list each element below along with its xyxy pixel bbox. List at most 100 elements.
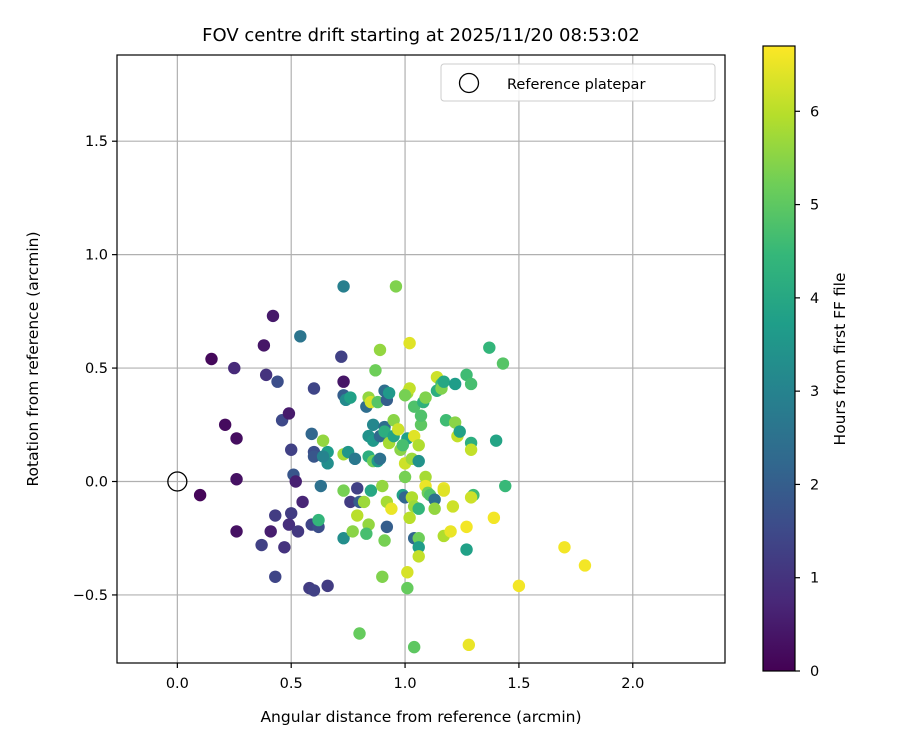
y-tick-label: 0.0 — [85, 475, 108, 491]
data-point — [448, 377, 462, 391]
colorbar-gradient — [763, 46, 795, 671]
data-point — [412, 541, 425, 554]
data-point — [373, 343, 387, 357]
data-point — [364, 484, 378, 497]
data-point — [337, 280, 350, 293]
x-tick-label: 0.5 — [280, 676, 303, 692]
data-point — [193, 488, 207, 502]
data-point — [205, 352, 218, 366]
y-tick-label: −0.5 — [73, 588, 108, 604]
y-axis-label: Rotation from reference (arcmin) — [24, 231, 42, 486]
data-point — [369, 364, 382, 377]
data-point — [337, 484, 350, 497]
data-point — [351, 509, 364, 522]
x-tick-label: 1.5 — [507, 676, 530, 692]
data-point — [337, 532, 350, 545]
data-point — [307, 382, 321, 395]
colorbar-tick-label: 2 — [810, 477, 819, 493]
data-point — [257, 339, 271, 352]
data-point — [460, 543, 473, 556]
data-point — [218, 418, 232, 431]
data-point — [380, 520, 394, 534]
colorbar-frame — [762, 45, 796, 672]
data-point — [496, 357, 510, 370]
x-axis-label: Angular distance from reference (arcmin) — [260, 708, 581, 726]
data-point — [489, 434, 503, 447]
data-point — [289, 475, 302, 488]
data-point — [296, 495, 309, 509]
data-point — [230, 525, 243, 538]
legend: Reference platepar — [440, 63, 716, 102]
data-point — [419, 470, 432, 484]
data-point — [499, 479, 512, 493]
data-point — [389, 280, 403, 293]
data-point — [269, 509, 282, 522]
grid — [117, 55, 725, 663]
data-point — [487, 511, 501, 525]
data-point — [428, 502, 441, 515]
data-point — [337, 375, 350, 388]
x-tick-label: 0.0 — [166, 676, 189, 692]
data-point — [346, 525, 359, 538]
data-point — [314, 479, 328, 493]
data-point — [398, 470, 412, 484]
data-point — [228, 361, 241, 375]
data-point — [385, 502, 398, 515]
data-point — [444, 525, 457, 538]
data-point — [378, 534, 391, 547]
data-point — [264, 525, 277, 538]
data-point — [348, 452, 362, 466]
data-point — [351, 482, 364, 495]
y-tick-label: 1.0 — [85, 248, 108, 264]
data-point — [344, 495, 357, 509]
data-point — [398, 389, 412, 402]
data-point — [464, 377, 478, 391]
data-point — [460, 520, 473, 534]
data-point — [401, 566, 414, 579]
data-point — [230, 473, 243, 486]
colorbar: 0 1 2 3 4 5 6 — [762, 45, 819, 680]
legend-box — [440, 63, 716, 102]
data-point — [414, 418, 428, 431]
data-point — [230, 432, 243, 445]
colorbar-tick-label: 4 — [810, 291, 819, 307]
data-point — [305, 427, 318, 441]
colorbar-tick-label: 3 — [810, 384, 819, 400]
colorbar-tick-label: 5 — [810, 198, 819, 214]
data-point — [558, 541, 571, 554]
colorbar-tick-label: 1 — [810, 571, 819, 587]
data-point — [512, 579, 526, 593]
data-point — [376, 479, 389, 493]
data-point — [282, 518, 296, 531]
y-tick-label: 0.5 — [85, 361, 108, 377]
data-point — [344, 391, 357, 404]
data-point — [357, 495, 371, 509]
data-point — [376, 570, 389, 583]
data-point — [462, 638, 476, 652]
data-point — [407, 640, 421, 654]
data-points — [167, 280, 592, 654]
x-tick-label: 1.0 — [394, 676, 417, 692]
data-point — [446, 500, 460, 513]
data-point — [285, 507, 298, 520]
data-point — [578, 559, 592, 572]
data-point — [307, 450, 321, 463]
data-point — [437, 375, 450, 388]
data-point — [392, 423, 405, 436]
data-point — [307, 584, 321, 597]
data-point — [291, 525, 305, 538]
data-point — [269, 570, 282, 583]
data-point — [412, 532, 425, 545]
colorbar-label: Hours from first FF file — [831, 273, 849, 446]
data-point — [412, 550, 425, 563]
data-point — [266, 309, 280, 323]
data-point — [278, 541, 291, 554]
plot-frame — [116, 54, 726, 664]
data-point — [403, 511, 416, 525]
data-point — [382, 386, 396, 400]
data-point — [353, 627, 366, 640]
colorbar-tick-label: 6 — [810, 104, 819, 120]
data-point — [259, 368, 273, 382]
data-point — [437, 484, 450, 497]
